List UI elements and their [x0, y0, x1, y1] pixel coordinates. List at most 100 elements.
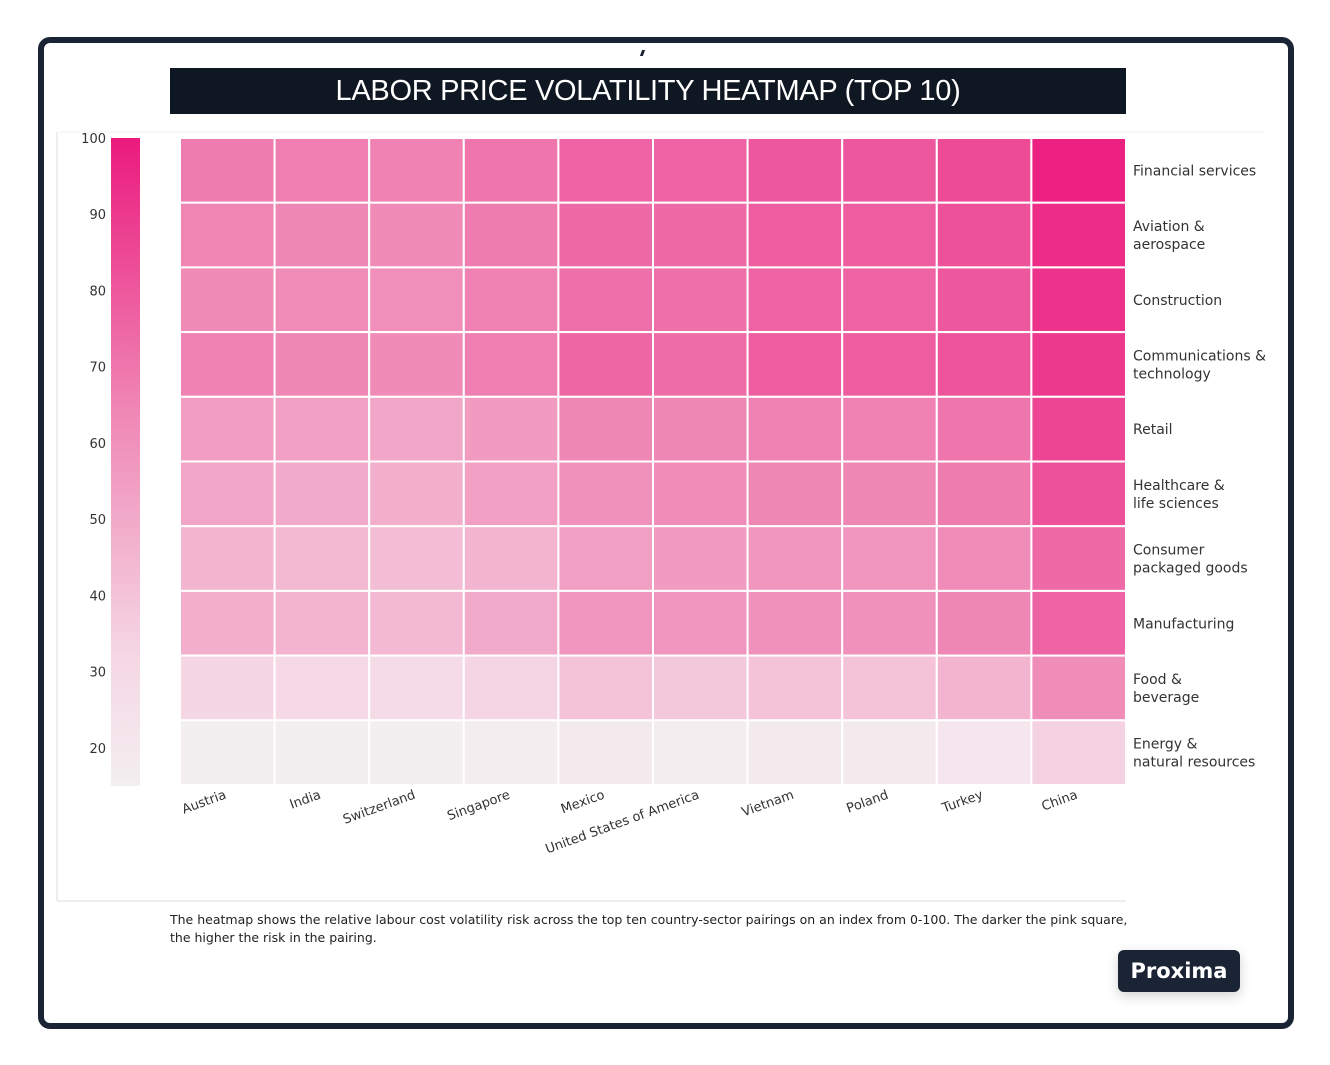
heatmap-cell: [557, 266, 655, 334]
heatmap-cell: [273, 719, 371, 786]
colorbar-tick-label: 20: [89, 742, 106, 757]
heatmap-cell: [368, 654, 465, 722]
heatmap-cell: [557, 525, 655, 592]
heatmap-cell: [935, 460, 1033, 528]
heatmap-cell: [652, 395, 749, 463]
column-label: Vietnam: [740, 788, 796, 821]
colorbar-tick-label: 50: [89, 513, 106, 528]
heatmap-cell: [368, 201, 465, 269]
heatmap-cell: [557, 331, 655, 398]
chart-caption: The heatmap shows the relative labour co…: [170, 912, 1128, 945]
heatmap-cell: [841, 654, 938, 722]
heatmap-cell: [273, 654, 371, 722]
heatmap-cell: [935, 395, 1033, 463]
proxima-badge[interactable]: Proxima: [1118, 950, 1240, 992]
heatmap-cell: [746, 525, 844, 592]
colorbar-tick-label: 40: [89, 589, 106, 604]
heatmap-cell: [273, 137, 371, 204]
row-label: Aviation & aerospace: [1133, 219, 1205, 253]
heatmap-cell: [841, 331, 938, 398]
heatmap-cell: [652, 654, 749, 722]
heatmap-cell: [368, 395, 465, 463]
heatmap-cell: [179, 395, 276, 463]
heatmap-cell: [179, 460, 276, 528]
heatmap-cell: [462, 589, 560, 657]
heatmap-cell: [462, 201, 560, 269]
heatmap-cell: [935, 331, 1033, 398]
heatmap-cell: [179, 201, 276, 269]
heatmap-cell: [746, 654, 844, 722]
heatmap-cell: [462, 460, 560, 528]
heatmap-cell: [652, 331, 749, 398]
heatmap-cell: [841, 266, 938, 334]
heatmap-cell: [462, 525, 560, 592]
heatmap-cell: [1030, 719, 1128, 786]
heatmap-cell: [1030, 201, 1128, 269]
heatmap-cell: [652, 589, 749, 657]
row-label: Consumer packaged goods: [1133, 543, 1248, 577]
heatmap-cell: [935, 654, 1033, 722]
heatmap-cell: [746, 201, 844, 269]
row-label: Financial services: [1133, 163, 1256, 179]
heatmap-cell: [462, 719, 560, 786]
heatmap-cell: [179, 331, 276, 398]
heatmap-cells: [179, 137, 1128, 786]
heatmap-cell: [1030, 525, 1128, 592]
heatmap-cell: [935, 719, 1033, 786]
colorbar-tick-label: 30: [89, 666, 106, 681]
row-labels: Financial services Aviation & aerospace Con…: [1133, 163, 1266, 770]
heatmap-cell: [368, 266, 465, 334]
colorbar-tick-label: 80: [89, 284, 106, 299]
colorbar: [111, 138, 140, 786]
heatmap-cell: [179, 137, 276, 204]
heatmap-cell: [368, 525, 465, 592]
heatmap-cell: [368, 331, 465, 398]
heatmap-cell: [462, 137, 560, 204]
heatmap-cell: [557, 395, 655, 463]
row-label: Healthcare & life sciences: [1133, 478, 1225, 512]
heatmap-cell: [746, 395, 844, 463]
heatmap-cell: [1030, 395, 1128, 463]
heatmap-cell: [935, 201, 1033, 269]
heatmap-cell: [935, 525, 1033, 592]
colorbar-tick-label: 70: [89, 361, 106, 376]
heatmap-cell: [1030, 460, 1128, 528]
heatmap-cell: [935, 137, 1033, 204]
heatmap-cell: [273, 525, 371, 592]
heatmap-cell: [368, 137, 465, 204]
heatmap-cell: [652, 460, 749, 528]
colorbar-tick-label: 90: [89, 208, 106, 223]
heatmap-cell: [557, 201, 655, 269]
heatmap-cell: [557, 460, 655, 528]
heatmap-cell: [841, 589, 938, 657]
row-label: Energy & natural resources: [1133, 737, 1255, 771]
heatmap-cell: [746, 589, 844, 657]
heatmap-cell: [841, 395, 938, 463]
heatmap-cell: [746, 719, 844, 786]
heatmap-cell: [179, 654, 276, 722]
heatmap-cell: [652, 201, 749, 269]
column-label: Poland: [845, 788, 891, 817]
column-label: Austria: [180, 788, 228, 818]
heatmap-cell: [652, 137, 749, 204]
heatmap-cell: [935, 589, 1033, 657]
row-label: Retail: [1133, 422, 1173, 438]
column-label: United States of America: [544, 788, 702, 858]
heatmap-cell: [652, 525, 749, 592]
heatmap-cell: [179, 266, 276, 334]
heatmap-cell: [273, 395, 371, 463]
heatmap-cell: [557, 137, 655, 204]
colorbar-ticks: 100 90 80 70 60 50 40 30 20: [81, 132, 106, 757]
chart-title: LABOR PRICE VOLATILITY HEATMAP (TOP 10): [170, 68, 1126, 114]
heatmap-cell: [462, 395, 560, 463]
heatmap-cell: [368, 460, 465, 528]
heatmap-cell: [1030, 266, 1128, 334]
column-label: India: [288, 788, 323, 813]
heatmap-cell: [462, 331, 560, 398]
heatmap-cell: [841, 719, 938, 786]
heatmap-cell: [1030, 589, 1128, 657]
heatmap-cell: [557, 589, 655, 657]
column-label: China: [1040, 788, 1080, 815]
heatmap-cell: [1030, 137, 1128, 204]
row-label: Construction: [1133, 293, 1222, 309]
